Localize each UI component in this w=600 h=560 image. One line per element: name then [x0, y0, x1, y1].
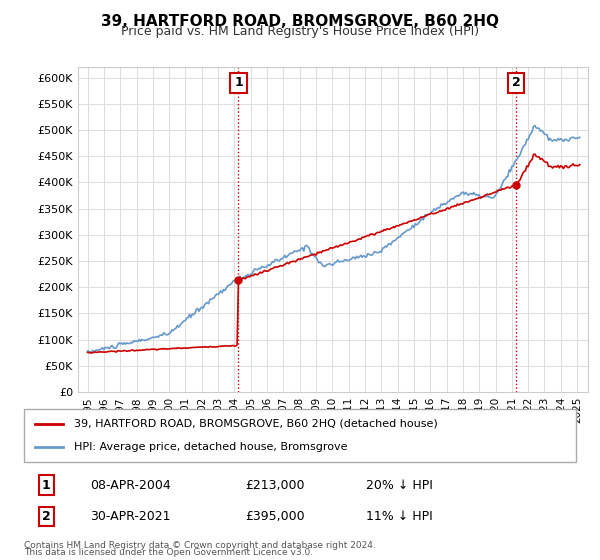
- Text: 39, HARTFORD ROAD, BROMSGROVE, B60 2HQ: 39, HARTFORD ROAD, BROMSGROVE, B60 2HQ: [101, 14, 499, 29]
- Text: This data is licensed under the Open Government Licence v3.0.: This data is licensed under the Open Gov…: [24, 548, 313, 557]
- Text: £213,000: £213,000: [245, 479, 304, 492]
- Text: HPI: Average price, detached house, Bromsgrove: HPI: Average price, detached house, Brom…: [74, 442, 347, 452]
- Text: 1: 1: [234, 76, 243, 90]
- Text: 2: 2: [512, 76, 520, 90]
- Text: Contains HM Land Registry data © Crown copyright and database right 2024.: Contains HM Land Registry data © Crown c…: [24, 541, 376, 550]
- Text: 20% ↓ HPI: 20% ↓ HPI: [366, 479, 433, 492]
- Text: 30-APR-2021: 30-APR-2021: [90, 510, 171, 523]
- Text: 08-APR-2004: 08-APR-2004: [90, 479, 171, 492]
- Text: 11% ↓ HPI: 11% ↓ HPI: [366, 510, 433, 523]
- FancyBboxPatch shape: [24, 409, 576, 462]
- Text: 39, HARTFORD ROAD, BROMSGROVE, B60 2HQ (detached house): 39, HARTFORD ROAD, BROMSGROVE, B60 2HQ (…: [74, 419, 437, 429]
- Text: £395,000: £395,000: [245, 510, 304, 523]
- Text: Price paid vs. HM Land Registry's House Price Index (HPI): Price paid vs. HM Land Registry's House …: [121, 25, 479, 38]
- Text: 1: 1: [42, 479, 50, 492]
- Text: 2: 2: [42, 510, 50, 523]
